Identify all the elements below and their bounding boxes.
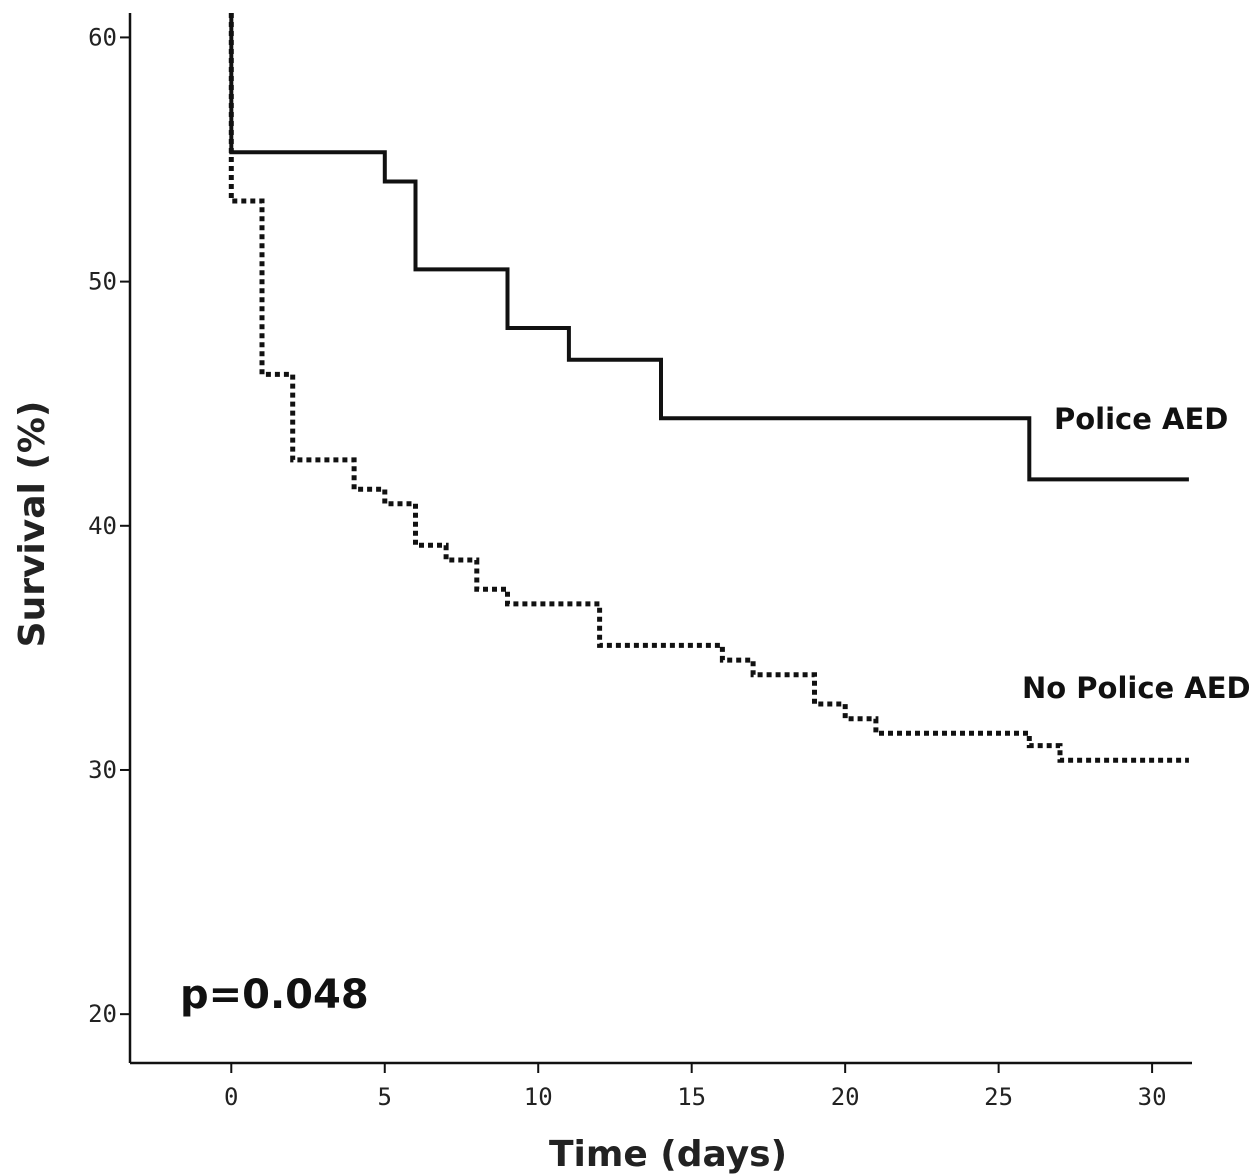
p-value-annotation: p=0.048: [180, 972, 369, 1018]
series-label-no-police-aed: No Police AED: [1022, 671, 1251, 705]
x-tick-label-5: 5: [378, 1083, 392, 1111]
y-tick-label-20: 20: [88, 1000, 117, 1028]
series-label-police-aed: Police AED: [1054, 402, 1228, 436]
x-tick-label-30: 30: [1138, 1083, 1167, 1111]
x-tick-label-15: 15: [677, 1083, 706, 1111]
series-lines: [228, 13, 1189, 763]
y-tick-label-60: 60: [88, 23, 117, 51]
plot-area: 20 30 40 50 60 0 5 10 15 20 25 30: [88, 13, 1192, 1111]
x-axis-title: Time (days): [549, 1134, 787, 1175]
y-tick-label-40: 40: [88, 512, 117, 540]
y-axis-ticks: 20 30 40 50 60: [88, 23, 130, 1028]
y-axis-title: Survival (%): [12, 401, 53, 648]
series-line-police-aed: [229, 13, 1189, 482]
series-line-no-police-aed: [228, 13, 1189, 763]
y-tick-label-50: 50: [88, 268, 117, 296]
x-tick-label-25: 25: [984, 1083, 1013, 1111]
x-axis-ticks: 0 5 10 15 20 25 30: [224, 1063, 1167, 1111]
x-tick-label-0: 0: [224, 1083, 238, 1111]
x-tick-label-20: 20: [831, 1083, 860, 1111]
y-tick-label-30: 30: [88, 756, 117, 784]
x-tick-label-10: 10: [524, 1083, 553, 1111]
